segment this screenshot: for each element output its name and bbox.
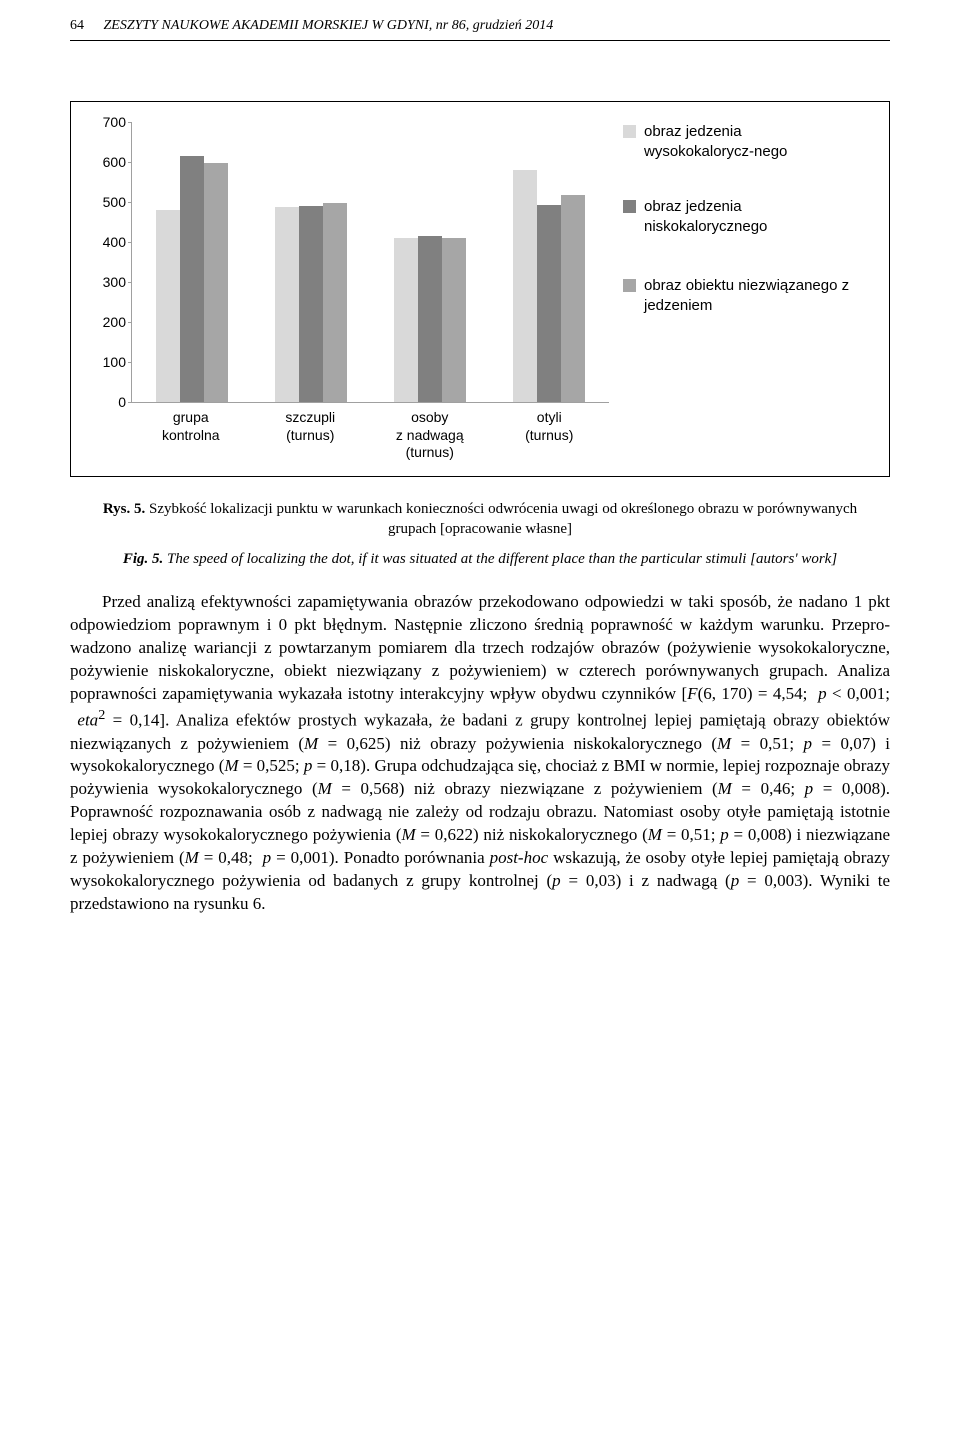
bar (204, 163, 228, 402)
legend-swatch (623, 279, 636, 292)
legend-label: obraz obiektu niezwiązanego z jedzeniem (644, 276, 853, 315)
figure-text-pl: Szybkość lokalizacji punktu w warunkach … (149, 501, 857, 537)
bar (442, 238, 466, 402)
figure-caption-pl: Rys. 5. Szybkość lokalizacji punktu w wa… (100, 499, 860, 540)
bar (513, 170, 537, 402)
legend-label: obraz jedzenia wysokokalorycz-nego (644, 122, 853, 161)
figure-label-en: Fig. 5. (123, 551, 163, 567)
figure-text-en: The speed of localizing the dot, if it w… (167, 551, 837, 567)
figure-caption-en: Fig. 5. The speed of localizing the dot,… (100, 549, 860, 569)
x-tick-label: szczupli(turnus) (255, 409, 365, 462)
bar-group (394, 236, 466, 402)
y-tick-label: 500 (90, 194, 126, 210)
legend-swatch (623, 125, 636, 138)
bar (180, 156, 204, 402)
y-tick-label: 400 (90, 234, 126, 250)
bar (561, 195, 585, 402)
legend-item: obraz jedzenia wysokokalorycz-nego (623, 122, 853, 161)
bar-chart: 0100200300400500600700 grupakontrolnaszc… (89, 122, 609, 462)
bar (418, 236, 442, 402)
chart-legend: obraz jedzenia wysokokalorycz-nego obraz … (609, 122, 853, 351)
y-tick-label: 200 (90, 314, 126, 330)
legend-label: obraz jedzenia niskokalorycznego (644, 197, 853, 236)
figure-label-pl: Rys. 5. (103, 501, 145, 517)
x-tick-label: osobyz nadwagą(turnus) (375, 409, 485, 462)
y-tick-label: 600 (90, 154, 126, 170)
y-tick-label: 300 (90, 274, 126, 290)
bar (537, 205, 561, 402)
legend-item: obraz jedzenia niskokalorycznego (623, 197, 853, 236)
x-tick-label: otyli(turnus) (494, 409, 604, 462)
bar (323, 203, 347, 402)
bar (394, 238, 418, 402)
x-tick-label: grupakontrolna (136, 409, 246, 462)
legend-swatch (623, 200, 636, 213)
body-paragraph: Przed analizą efektywności zapamiętywani… (70, 591, 890, 916)
journal-title: ZESZYTY NAUKOWE AKADEMII MORSKIEJ W GDYN… (104, 18, 554, 33)
y-tick-label: 100 (90, 354, 126, 370)
y-tick-label: 700 (90, 114, 126, 130)
legend-item: obraz obiektu niezwiązanego z jedzeniem (623, 276, 853, 315)
bar-group (275, 203, 347, 402)
figure-5-box: 0 100 200 300 400 500 600 700 grupakontrolnaszc… (70, 101, 890, 477)
bar (156, 210, 180, 402)
bar (299, 206, 323, 402)
bar (275, 207, 299, 402)
bar-group (513, 170, 585, 402)
page-number: 64 (70, 18, 100, 34)
y-tick-label: 0 (90, 394, 126, 410)
page-header: 64 ZESZYTY NAUKOWE AKADEMII MORSKIEJ W G… (70, 0, 890, 41)
bar-group (156, 156, 228, 402)
